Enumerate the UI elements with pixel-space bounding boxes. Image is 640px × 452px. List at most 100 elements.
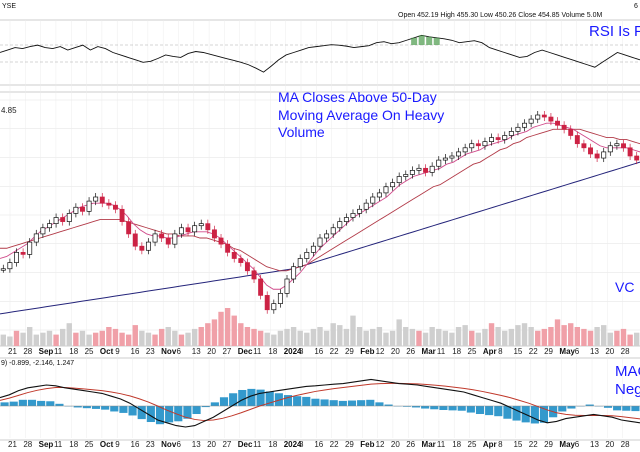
candle-body-2: [14, 252, 19, 263]
macd-hist-32: [293, 396, 302, 406]
candle-body-7: [47, 223, 52, 229]
macd-hist-5: [46, 401, 55, 406]
candle-body-62: [409, 170, 415, 175]
volume-bar-38: [251, 328, 257, 346]
macd-hist-36: [329, 400, 338, 406]
macd-hist-17: [155, 406, 165, 425]
candle-body-54: [357, 208, 363, 214]
volume-bar-85: [561, 325, 567, 346]
volume-bar-94: [620, 328, 627, 346]
x-tick-label-23-lower: Feb: [360, 440, 374, 449]
x-tick-label-21-upper: 22: [330, 347, 339, 356]
volume-bar-73: [482, 328, 488, 346]
volume-bar-96: [634, 332, 640, 346]
macd-hist-59: [539, 406, 549, 423]
macd-hist-14: [128, 406, 137, 416]
x-tick-label-19-upper: 8: [299, 347, 304, 356]
macd-hist-51: [466, 406, 475, 413]
candle-body-3: [20, 252, 26, 255]
candle-body-24: [159, 233, 165, 239]
macd-hist-1: [9, 401, 18, 406]
macd-hist-56: [512, 406, 521, 421]
ma200-line: [0, 161, 640, 315]
volume-bar-8: [53, 334, 59, 346]
volume-bar-51: [337, 325, 343, 346]
volume-bar-49: [323, 330, 330, 346]
x-tick-label-1-upper: 28: [23, 347, 32, 356]
x-tick-label-29-lower: 18: [452, 440, 461, 449]
candle-body-47: [310, 245, 316, 253]
volume-bar-54: [356, 327, 363, 346]
macd-hist-10: [91, 406, 101, 409]
candle-body-78: [515, 126, 521, 132]
x-tick-label-24-lower: 12: [376, 440, 385, 449]
candle-body-81: [535, 114, 541, 120]
volume-bar-36: [238, 323, 244, 346]
volume-bar-12: [79, 330, 86, 346]
volume-bar-13: [86, 334, 92, 346]
candle-body-68: [449, 155, 455, 159]
x-tick-label-35-lower: 29: [544, 440, 553, 449]
candle-body-83: [548, 116, 554, 122]
volume-bar-26: [172, 330, 178, 346]
x-tick-label-36-upper: May: [559, 347, 575, 356]
candle-body-60: [396, 176, 402, 184]
x-tick-label-5-upper: 25: [85, 347, 94, 356]
x-tick-label-4-lower: 18: [69, 440, 78, 449]
candle-body-8: [53, 217, 59, 225]
macd-hist-8: [73, 406, 82, 408]
volume-bar-20: [132, 325, 138, 346]
candle-body-70: [462, 147, 468, 153]
x-tick-label-13-lower: 20: [207, 440, 216, 449]
ma-annotation-line-2: Moving Average On Heavy: [278, 107, 444, 123]
volume-bar-17: [112, 328, 119, 346]
volume-bar-86: [568, 323, 574, 346]
ma-annotation-line-3: Volume: [278, 124, 325, 140]
volume-bar-23: [152, 334, 158, 346]
volume-bar-16: [106, 327, 112, 346]
x-tick-label-3-upper: 11: [54, 347, 63, 356]
candle-body-1: [7, 262, 13, 270]
volume-bar-52: [343, 328, 350, 346]
rsi-overbought-fill: [426, 36, 433, 45]
x-tick-label-23-upper: Feb: [360, 347, 374, 356]
moving-averages: [0, 122, 640, 315]
x-tick-label-18-lower: 2024: [284, 440, 302, 449]
candle-body-5: [33, 233, 39, 243]
macd-hist-58: [530, 406, 539, 424]
volume-bar-65: [429, 327, 435, 346]
volume-bar-80: [528, 327, 534, 346]
x-tick-label-34-lower: 22: [529, 440, 538, 449]
candle-body-75: [495, 137, 501, 140]
candle-body-4: [27, 241, 33, 255]
volume-bar-58: [383, 332, 389, 346]
x-tick-label-24-upper: 12: [376, 347, 385, 356]
x-tick-label-33-lower: 15: [513, 440, 522, 449]
candle-body-22: [145, 241, 151, 251]
candle-body-25: [165, 237, 171, 245]
x-tick-label-36-lower: May: [559, 440, 575, 449]
candle-body-55: [363, 202, 369, 210]
volume-bar-19: [125, 334, 132, 346]
x-tick-label-38-lower: 13: [590, 440, 599, 449]
macd-hist-33: [302, 396, 311, 406]
volume-bar-59: [389, 330, 396, 346]
macd-params-label: 9) -0.899, -2.146, 1.247: [1, 360, 74, 367]
volume-bar-62: [409, 328, 416, 346]
macd-hist-54: [494, 406, 503, 417]
candle-body-17: [113, 204, 118, 210]
volume-bar-64: [422, 332, 429, 346]
candle-body-59: [390, 182, 396, 188]
x-tick-label-11-upper: 6: [176, 347, 181, 356]
volume-bar-21: [139, 330, 145, 346]
candle-body-56: [370, 196, 376, 204]
candle-body-63: [416, 167, 422, 171]
volume-bar-43: [284, 328, 290, 346]
x-tick-label-28-upper: 11: [437, 347, 446, 356]
x-tick-label-25-upper: 20: [391, 347, 400, 356]
candle-body-92: [607, 145, 613, 153]
candle-body-6: [40, 227, 46, 235]
x-tick-label-27-lower: Mar: [422, 440, 436, 449]
candle-body-53: [350, 213, 356, 218]
volume-bar-63: [416, 330, 422, 346]
